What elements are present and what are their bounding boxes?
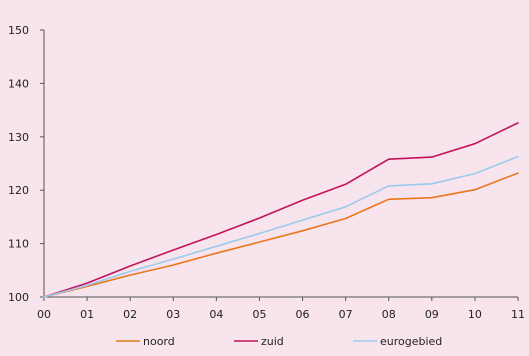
x-tick-label: 06 <box>296 308 310 321</box>
axes: 100 110 120 130 140 150 00 01 02 03 04 05 06 07 08 09 10… <box>8 24 525 321</box>
y-tick-label: 100 <box>8 291 29 304</box>
x-tick-label: 11 <box>511 308 525 321</box>
legend-label-zuid: zuid <box>261 335 284 348</box>
series-line-eurogebied <box>43 155 519 298</box>
x-tick-label: 03 <box>166 308 180 321</box>
series-line-noord <box>43 172 519 298</box>
y-tick-label: 130 <box>8 131 29 144</box>
x-tick-label: 02 <box>123 308 137 321</box>
legend-label-noord: noord <box>143 335 175 348</box>
x-tick-label: 01 <box>80 308 94 321</box>
x-tick-label: 05 <box>252 308 266 321</box>
x-tick-label: 04 <box>209 308 223 321</box>
series-layer <box>43 122 519 298</box>
y-tick-label: 150 <box>8 24 29 37</box>
legend-label-eurogebied: eurogebied <box>380 335 442 348</box>
y-tick-label: 110 <box>8 238 29 251</box>
legend: noord zuid eurogebied <box>116 335 442 348</box>
series-line-zuid <box>43 122 519 298</box>
y-tick-label: 120 <box>8 184 29 197</box>
x-tick-label: 09 <box>425 308 439 321</box>
x-tick-label: 00 <box>37 308 51 321</box>
x-tick-label: 08 <box>382 308 396 321</box>
y-tick-label: 140 <box>8 77 29 90</box>
x-tick-label: 07 <box>339 308 353 321</box>
x-tick-label: 10 <box>468 308 482 321</box>
